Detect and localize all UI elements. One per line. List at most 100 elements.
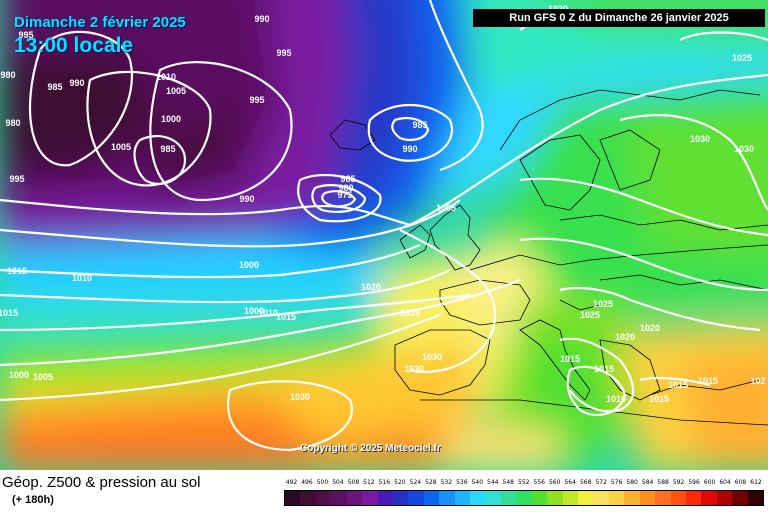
isobar-label: 1030 bbox=[734, 144, 754, 154]
scale-swatch bbox=[377, 491, 393, 505]
scale-swatch bbox=[331, 491, 347, 505]
scale-label: 608 bbox=[734, 479, 747, 486]
isobar-label: 990 bbox=[239, 194, 254, 204]
scale-label: 604 bbox=[719, 479, 731, 486]
scale-swatch bbox=[747, 491, 764, 505]
isobar-label: 1005 bbox=[111, 142, 131, 152]
scale-swatch bbox=[578, 491, 594, 505]
isobar-label: 1020 bbox=[615, 332, 635, 342]
scale-label: 576 bbox=[610, 479, 623, 486]
isobar-label: 1000 bbox=[244, 306, 264, 316]
scale-label: 572 bbox=[595, 479, 607, 486]
scale-label: 556 bbox=[533, 479, 545, 486]
scale-swatch bbox=[485, 491, 501, 505]
scale-label: 520 bbox=[394, 479, 406, 486]
isobar-label: 985 bbox=[340, 174, 355, 184]
scale-label: 600 bbox=[703, 479, 716, 486]
isobar-label: 990 bbox=[254, 14, 269, 24]
scale-swatch bbox=[408, 491, 424, 505]
isobar-label: 1025 bbox=[732, 53, 752, 63]
scale-label: 508 bbox=[347, 479, 360, 486]
scale-swatch bbox=[439, 491, 455, 505]
scale-label: 524 bbox=[409, 479, 422, 486]
product-title: Géop. Z500 & pression au sol bbox=[2, 474, 201, 491]
scale-label: 548 bbox=[502, 479, 514, 486]
isobar-label: 1020 bbox=[640, 323, 660, 333]
scale-swatch bbox=[655, 491, 671, 505]
isobar-label: 990 bbox=[402, 144, 417, 154]
isobar-label: 1010 bbox=[606, 394, 626, 404]
scale-swatch bbox=[315, 491, 332, 505]
scale-swatch bbox=[500, 491, 517, 505]
scale-label: 564 bbox=[564, 479, 576, 486]
isobar-label: 1010 bbox=[72, 273, 92, 283]
copyright-notice: Copyright © 2025 Meteociel.fr bbox=[300, 443, 441, 454]
scale-label: 492 bbox=[285, 479, 298, 486]
isobar-label: 985 bbox=[47, 82, 62, 92]
scale-swatch bbox=[593, 491, 609, 505]
isobar-label: 1030 bbox=[404, 364, 424, 374]
scale-swatch bbox=[423, 491, 440, 505]
scale-swatch bbox=[300, 491, 316, 505]
isobar-label: 1010 bbox=[156, 72, 176, 82]
scale-swatch bbox=[670, 491, 686, 505]
isobar-label: 980 bbox=[0, 70, 15, 80]
isobar-label: 995 bbox=[249, 95, 264, 105]
weather-map: 1020 990 995 980 985 990 1010 1005 1000 … bbox=[0, 0, 768, 470]
scale-swatch bbox=[531, 491, 548, 505]
run-info-banner: Run GFS 0 Z du Dimanche 26 janvier 2025 bbox=[473, 9, 765, 27]
scale-swatch bbox=[470, 491, 486, 505]
scale-swatch bbox=[732, 491, 748, 505]
isobar-label: 1000 bbox=[9, 370, 29, 380]
isobar-label: 995 bbox=[9, 174, 24, 184]
scale-swatch bbox=[685, 491, 702, 505]
scale-label: 568 bbox=[579, 479, 592, 486]
isobar-label: 985 bbox=[160, 144, 175, 154]
scale-label: 552 bbox=[518, 479, 530, 486]
isobar-label: 975 bbox=[337, 190, 352, 200]
isobar-label: 1000 bbox=[239, 260, 259, 270]
scale-swatch bbox=[624, 491, 640, 505]
scale-label: 504 bbox=[332, 479, 344, 486]
scale-label: 612 bbox=[750, 479, 762, 486]
scale-swatch bbox=[608, 491, 625, 505]
isobar-label: 1015 bbox=[560, 354, 580, 364]
scale-swatch bbox=[716, 491, 733, 505]
isobar-label: 1005 bbox=[33, 372, 53, 382]
scale-swatch bbox=[639, 491, 656, 505]
lead-time: (+ 180h) bbox=[12, 494, 54, 506]
scale-swatch bbox=[454, 491, 471, 505]
isobar-label: 1015 bbox=[698, 376, 718, 386]
isobar-labels: 1020 990 995 980 985 990 1010 1005 1000 … bbox=[0, 4, 766, 404]
scale-label: 528 bbox=[425, 479, 437, 486]
isobar-label: 1015 bbox=[668, 380, 688, 390]
isobar-label: 1005 bbox=[166, 86, 186, 96]
isobar-label: 1005 bbox=[436, 203, 456, 213]
isobar-label: 980 bbox=[5, 118, 20, 128]
scale-label: 500 bbox=[316, 479, 329, 486]
isobars bbox=[0, 0, 768, 452]
isobar-label: 1015 bbox=[0, 308, 18, 318]
isobar-label: 985 bbox=[412, 120, 427, 130]
scale-label: 532 bbox=[440, 479, 453, 486]
scale-swatch bbox=[285, 491, 301, 505]
scale-swatch bbox=[701, 491, 717, 505]
isobar-label: 102 bbox=[750, 376, 765, 386]
scale-label: 584 bbox=[641, 479, 654, 486]
isobar-label: 1010 bbox=[258, 308, 278, 318]
isobar-label: 1025 bbox=[400, 308, 420, 318]
isobar-label: 990 bbox=[69, 78, 84, 88]
scale-label: 560 bbox=[548, 479, 561, 486]
scale-label: 512 bbox=[363, 479, 375, 486]
scale-label: 592 bbox=[672, 479, 685, 486]
scale-swatch bbox=[516, 491, 532, 505]
isobar-label: 1000 bbox=[161, 114, 181, 124]
scale-label: 540 bbox=[471, 479, 484, 486]
isobar-label: 1015 bbox=[276, 312, 296, 322]
color-scale-labels: 492 496 500 504 508 512 516 520 524 528 532 536 540 5… bbox=[284, 479, 764, 487]
scale-swatch bbox=[392, 491, 409, 505]
color-scale-bar bbox=[284, 490, 764, 506]
coastlines bbox=[329, 89, 768, 426]
isobar-label: 995 bbox=[276, 48, 291, 58]
isobar-label: 1015 bbox=[594, 364, 614, 374]
